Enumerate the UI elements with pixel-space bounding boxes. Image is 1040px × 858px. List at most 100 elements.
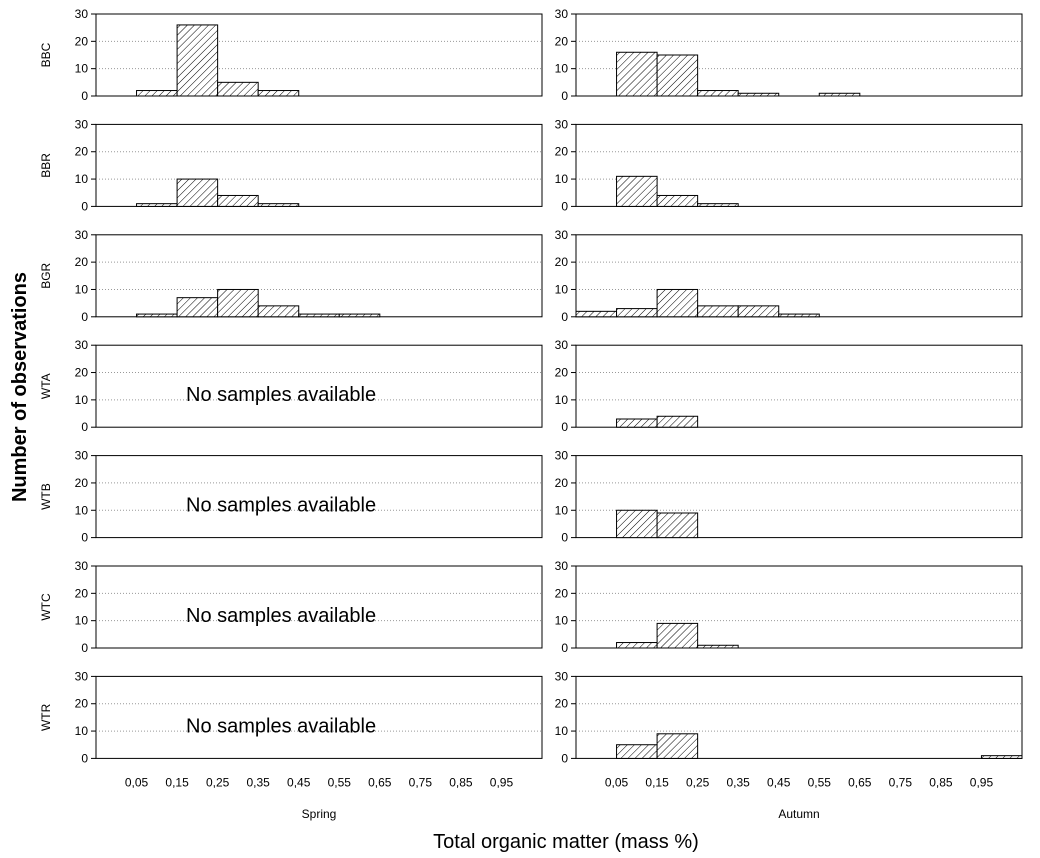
- column-label-autumn: Autumn: [778, 807, 819, 821]
- x-tick-label: 0,95: [490, 775, 514, 789]
- x-tick-label: 0,65: [848, 775, 872, 789]
- histogram-bar: [338, 313, 381, 318]
- panel-wta-spring: No samples available 0 10 20 30 WTA: [39, 338, 543, 434]
- y-tick-label: 20: [75, 145, 89, 159]
- row-label: WTR: [39, 703, 53, 731]
- histogram-bar: [616, 642, 658, 649]
- y-tick-label: 30: [555, 449, 569, 463]
- histogram-bar: [616, 308, 658, 318]
- y-tick-label: 0: [81, 310, 88, 324]
- histogram-bar: [176, 178, 219, 207]
- y-tick-label: 30: [555, 228, 569, 242]
- y-tick-label: 20: [75, 586, 89, 600]
- histogram-bar: [778, 313, 820, 318]
- y-tick-label: 30: [555, 7, 569, 21]
- row-label: WTA: [39, 373, 53, 399]
- x-tick-label: 0,85: [929, 775, 953, 789]
- panel-frame: [95, 123, 543, 207]
- histogram-bar: [217, 81, 259, 97]
- y-tick-label: 0: [561, 531, 568, 545]
- row-label: WTB: [39, 483, 53, 510]
- histogram-bar: [136, 313, 178, 318]
- histogram-bar: [697, 305, 739, 318]
- y-tick-label: 10: [75, 282, 89, 296]
- histogram-bar: [257, 203, 300, 207]
- histogram-bar: [697, 644, 739, 649]
- x-tick-label: 0,75: [889, 775, 913, 789]
- histogram-bar: [616, 51, 658, 97]
- row-label: WTC: [39, 593, 53, 621]
- y-tick-label: 10: [555, 393, 569, 407]
- y-tick-label: 20: [75, 476, 89, 490]
- y-tick-label: 20: [555, 34, 569, 48]
- column-label-spring: Spring: [302, 807, 337, 821]
- y-tick-label: 30: [555, 338, 569, 352]
- panel-wtr-spring: No samples available 0 10 20 30 WTR: [39, 669, 543, 765]
- histogram-bar: [217, 194, 259, 207]
- histogram-bar: [176, 24, 219, 97]
- y-tick-label: 30: [75, 338, 89, 352]
- y-tick-label: 0: [81, 641, 88, 655]
- histogram-bar: [980, 755, 1023, 759]
- y-tick-label: 0: [81, 420, 88, 434]
- panel-bbr-spring: 0 10 20 30 BBR: [39, 117, 543, 213]
- x-tick-label: 0,15: [165, 775, 189, 789]
- no-data-note: No samples available: [186, 605, 376, 627]
- x-axis-title: Total organic matter (mass %): [433, 831, 699, 853]
- row-label: BBR: [39, 153, 53, 178]
- x-tick-label: 0,75: [409, 775, 433, 789]
- panel-frame: [95, 565, 543, 649]
- y-tick-label: 0: [561, 751, 568, 765]
- y-tick-label: 30: [75, 449, 89, 463]
- y-tick-label: 10: [555, 62, 569, 76]
- panel-wta-autumn: 0 10 20 30: [555, 338, 1023, 434]
- panel-bgr-spring: 0 10 20 30 BGR: [39, 228, 543, 324]
- y-tick-label: 0: [561, 641, 568, 655]
- y-tick-label: 30: [555, 669, 569, 683]
- y-tick-label: 10: [555, 724, 569, 738]
- panel-wtr-autumn: 0 10 20 30: [555, 669, 1023, 765]
- y-tick-label: 10: [75, 724, 89, 738]
- y-tick-label: 20: [75, 366, 89, 380]
- histogram-bar: [737, 305, 780, 318]
- histogram-bar: [616, 418, 658, 428]
- y-tick-label: 20: [75, 697, 89, 711]
- histogram-bar: [697, 203, 739, 207]
- y-tick-label: 30: [75, 669, 89, 683]
- panel-bbr-autumn: 0 10 20 30: [555, 117, 1023, 213]
- panels-layer: 0 10 20 30 BBC 0 10 20 30 0 10 20 30 BBR 0 10 20 30 0 10 20 3…: [39, 7, 1023, 821]
- histogram-bar: [616, 509, 658, 539]
- histogram-bar: [575, 310, 618, 318]
- x-tick-label: 0,55: [328, 775, 352, 789]
- y-tick-label: 20: [555, 697, 569, 711]
- histogram-bar: [737, 92, 780, 97]
- x-tick-label: 0,05: [125, 775, 149, 789]
- x-tick-label: 0,45: [287, 775, 311, 789]
- panel-frame: [95, 675, 543, 759]
- panel-frame: [95, 13, 543, 97]
- histogram-bar: [656, 622, 699, 649]
- y-tick-label: 10: [555, 282, 569, 296]
- y-tick-label: 30: [75, 559, 89, 573]
- histogram-bar: [656, 194, 699, 207]
- panel-wtc-spring: No samples available 0 10 20 30 WTC: [39, 559, 543, 655]
- panel-frame: [575, 234, 1023, 318]
- y-tick-label: 10: [75, 503, 89, 517]
- panel-frame: [95, 455, 543, 539]
- x-tick-label: 0,45: [767, 775, 791, 789]
- histogram-bar: [176, 297, 219, 318]
- y-tick-label: 10: [75, 62, 89, 76]
- histogram-bar: [217, 288, 259, 318]
- y-tick-label: 0: [561, 420, 568, 434]
- histogram-bar: [818, 92, 861, 97]
- y-tick-label: 30: [555, 117, 569, 131]
- y-tick-label: 20: [555, 255, 569, 269]
- row-label: BGR: [39, 262, 53, 288]
- y-tick-label: 30: [75, 117, 89, 131]
- no-data-note: No samples available: [186, 495, 376, 517]
- y-tick-label: 20: [75, 34, 89, 48]
- panel-frame: [575, 565, 1023, 649]
- panel-bbc-autumn: 0 10 20 30: [555, 7, 1023, 103]
- panel-frame: [575, 344, 1023, 428]
